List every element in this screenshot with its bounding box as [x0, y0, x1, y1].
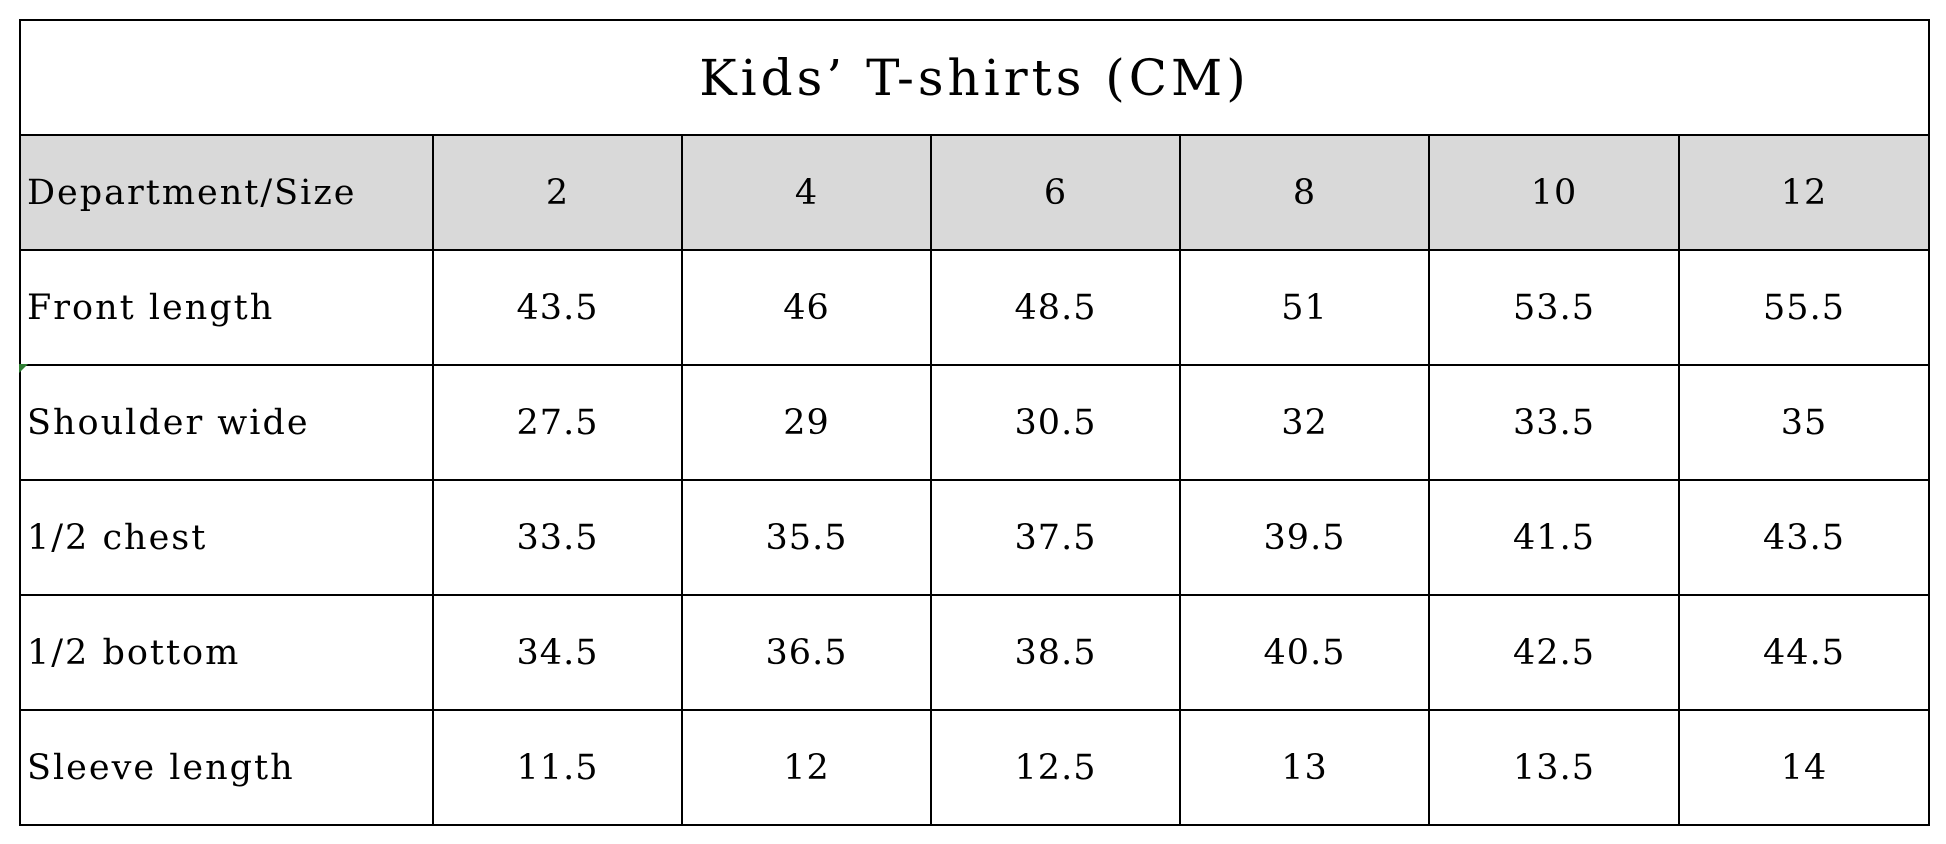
- header-label: Department/Size: [19, 134, 434, 251]
- row-label: Sleeve length: [19, 709, 434, 826]
- table-cell: 13.5: [1428, 709, 1680, 826]
- table-cell: 40.5: [1179, 594, 1430, 711]
- table-cell: 43.5: [1677, 479, 1931, 596]
- table-cell: 12.5: [930, 709, 1181, 826]
- table-cell: 33.5: [1428, 364, 1680, 481]
- table-cell: 44.5: [1677, 594, 1931, 711]
- table-title: Kids’ T-shirts (CM): [18, 19, 1931, 136]
- row-label: Shoulder wide: [19, 364, 434, 481]
- row-label: 1/2 bottom: [19, 594, 434, 711]
- table-cell: 11.5: [432, 709, 683, 826]
- table-cell: 51: [1179, 249, 1430, 366]
- size-header: 12: [1677, 134, 1931, 251]
- row-label: Front length: [19, 249, 434, 366]
- table-cell: 42.5: [1428, 594, 1680, 711]
- table-cell: 13: [1179, 709, 1430, 826]
- table-cell: 32: [1179, 364, 1430, 481]
- size-header: 10: [1428, 134, 1680, 251]
- size-header: 4: [681, 134, 932, 251]
- table-cell: 55.5: [1677, 249, 1931, 366]
- table-cell: 30.5: [930, 364, 1181, 481]
- table-cell: 35.5: [681, 479, 932, 596]
- table-cell: 33.5: [432, 479, 683, 596]
- table-cell: 53.5: [1428, 249, 1680, 366]
- table-cell: 34.5: [432, 594, 683, 711]
- table-cell: 27.5: [432, 364, 683, 481]
- table-cell: 14: [1677, 709, 1931, 826]
- table-cell: 39.5: [1179, 479, 1430, 596]
- row-label: 1/2 chest: [19, 479, 434, 596]
- table-cell: 46: [681, 249, 932, 366]
- table-cell: 37.5: [930, 479, 1181, 596]
- size-header: 8: [1179, 134, 1430, 251]
- header-row: Department/Size 2 4 6 8 10 12: [19, 134, 1931, 251]
- table-row: Front length 43.5 46 48.5 51 53.5 55.5: [19, 249, 1931, 366]
- cell-comment-indicator: [19, 364, 28, 373]
- table-cell: 41.5: [1428, 479, 1680, 596]
- table-cell: 29: [681, 364, 932, 481]
- table-row: 1/2 bottom 34.5 36.5 38.5 40.5 42.5 44.5: [19, 594, 1931, 711]
- table-cell: 12: [681, 709, 932, 826]
- table-cell: 48.5: [930, 249, 1181, 366]
- table-cell: 36.5: [681, 594, 932, 711]
- size-header: 6: [930, 134, 1181, 251]
- table-cell: 43.5: [432, 249, 683, 366]
- table-row: Shoulder wide 27.5 29 30.5 32 33.5 35: [19, 364, 1931, 481]
- size-chart-table: Kids’ T-shirts (CM) Department/Size 2 4 …: [18, 19, 1931, 826]
- table-row: Sleeve length 11.5 12 12.5 13 13.5 14: [19, 709, 1931, 826]
- table-cell: 38.5: [930, 594, 1181, 711]
- table-cell: 35: [1677, 364, 1931, 481]
- size-header: 2: [432, 134, 683, 251]
- table-row: 1/2 chest 33.5 35.5 37.5 39.5 41.5 43.5: [19, 479, 1931, 596]
- title-row: Kids’ T-shirts (CM): [18, 19, 1931, 136]
